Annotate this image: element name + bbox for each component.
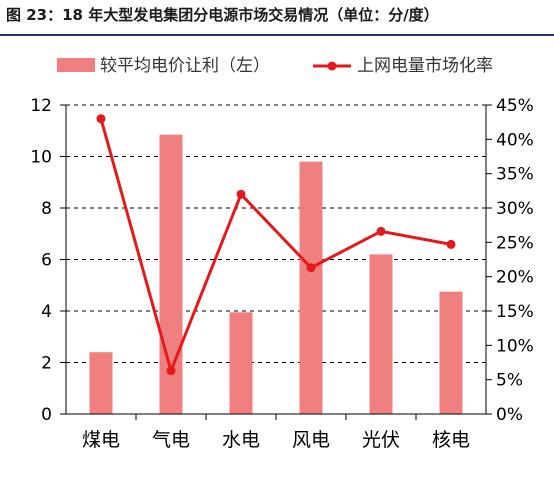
legend-bar-label: 较平均电价让利（左） <box>100 56 270 76</box>
x-axis-tick-label: 风电 <box>292 429 330 451</box>
left-axis-tick-label: 2 <box>41 354 52 374</box>
line-point <box>376 226 386 236</box>
axes <box>60 104 492 420</box>
right-axis-tick-label: 25% <box>496 233 534 253</box>
line-point <box>96 114 106 124</box>
right-axis-tick-label: 40% <box>496 130 534 150</box>
right-axis-tick-label: 35% <box>496 165 534 185</box>
right-axis-tick-label: 5% <box>496 371 523 391</box>
bar <box>159 134 183 415</box>
line-point <box>166 366 176 376</box>
gridlines <box>66 104 486 363</box>
bar <box>369 254 393 414</box>
chart-title: 图 23：18 年大型发电集团分电源市场交易情况（单位：分/度） <box>6 6 439 24</box>
line-path <box>99 118 452 373</box>
left-axis-tick-label: 8 <box>41 199 52 219</box>
right-axis-tick-label: 10% <box>496 336 534 356</box>
bar <box>229 312 253 414</box>
line-point <box>446 239 456 249</box>
right-axis-tick-label: 0% <box>496 405 523 425</box>
legend-bar-swatch <box>57 58 95 72</box>
bar <box>89 352 113 414</box>
legend-line-label: 上网电量市场化率 <box>357 56 493 76</box>
left-axis-tick-label: 12 <box>30 96 52 116</box>
x-axis-tick-label: 气电 <box>152 429 190 451</box>
right-axis-tick-label: 30% <box>496 199 534 219</box>
left-axis-tick-label: 0 <box>41 405 52 425</box>
tick-labels: 0 2 4 6 8 10 12 0% 5% 10% 15% 20% 25% 30% 35% 40% 45% 煤电 气… <box>30 96 533 451</box>
x-axis-tick-label: 煤电 <box>82 429 120 451</box>
x-axis-tick-label: 光伏 <box>362 429 400 451</box>
left-axis-tick-label: 10 <box>30 148 52 168</box>
bar <box>439 291 463 414</box>
x-axis-tick-label: 核电 <box>432 429 470 451</box>
right-axis-tick-label: 15% <box>496 302 534 322</box>
left-axis-tick-label: 6 <box>41 251 52 271</box>
legend: 较平均电价让利（左） 上网电量市场化率 <box>57 56 493 76</box>
left-axis-tick-label: 4 <box>41 302 52 322</box>
right-axis-tick-label: 20% <box>496 268 534 288</box>
title-divider <box>0 34 554 36</box>
x-axis-tick-label: 水电 <box>222 429 260 451</box>
bar <box>299 161 323 414</box>
right-axis-tick-label: 45% <box>496 96 534 116</box>
bar-series <box>89 134 463 415</box>
line-series <box>96 114 456 376</box>
line-point <box>236 189 246 199</box>
line-point <box>306 263 316 273</box>
legend-line-marker <box>327 61 337 71</box>
